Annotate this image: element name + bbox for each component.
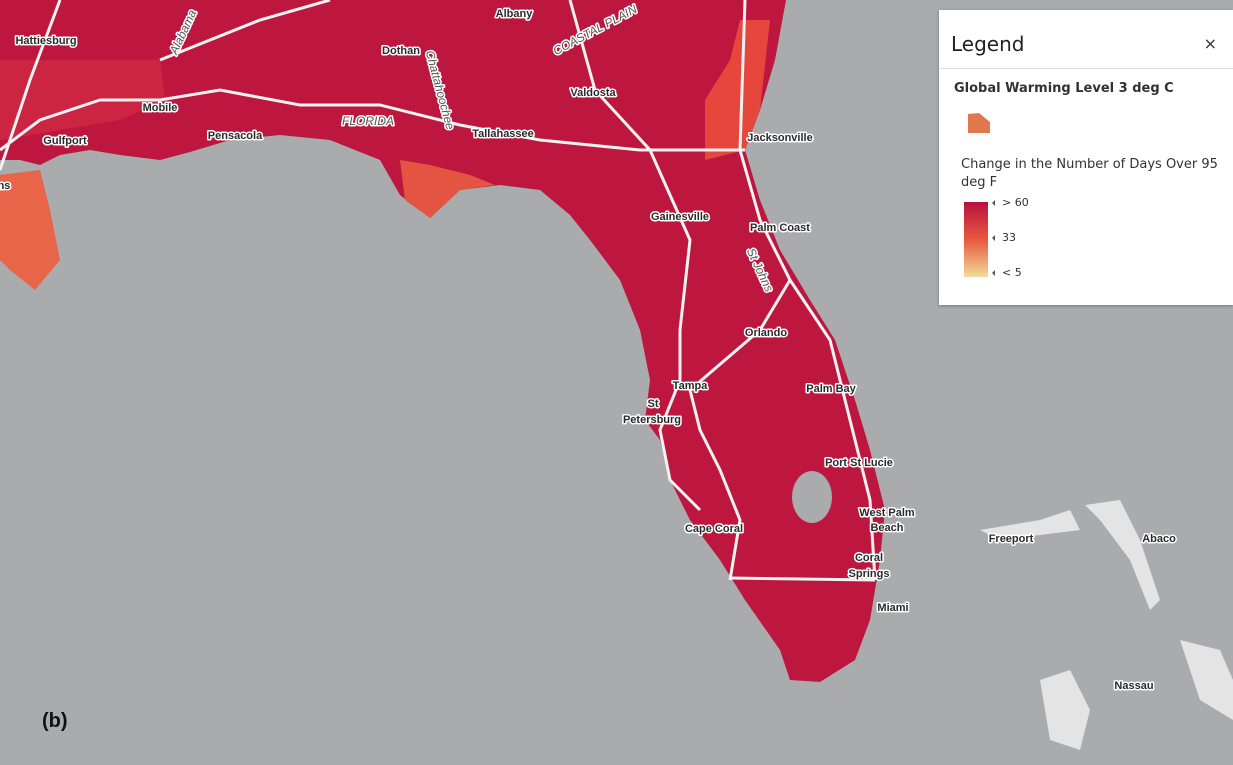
region-orange	[400, 160, 495, 218]
place-label: Dothan	[382, 45, 420, 57]
place-label: Orlando	[745, 327, 787, 339]
place-label: FLORIDA	[342, 114, 394, 128]
field-name: Change in the Number of Days Over 95 deg…	[961, 157, 1218, 190]
place-label: Cape Coral	[685, 523, 743, 535]
legend-title: Legend	[951, 32, 1025, 56]
close-button[interactable]: ×	[1203, 34, 1217, 53]
place-label: Tampa	[673, 380, 709, 392]
place-label: Palm Bay	[806, 383, 856, 395]
place-label: Petersburg	[623, 414, 681, 426]
layer-swatch	[968, 113, 990, 133]
place-label: Jacksonville	[747, 132, 812, 144]
place-label: Abaco	[1142, 533, 1176, 545]
place-label: Albany	[496, 8, 534, 20]
place-label: Mobile	[143, 102, 178, 114]
place-label: Gulfport	[43, 135, 87, 147]
place-label: Beach	[870, 522, 903, 534]
layer-name: Global Warming Level 3 deg C	[954, 81, 1174, 96]
place-label: Freeport	[989, 533, 1034, 545]
place-label: St	[648, 398, 659, 410]
place-label: Springs	[849, 568, 890, 580]
ramp-label: < 5	[992, 266, 1022, 279]
place-label: West Palm	[859, 507, 915, 519]
place-label: Nassau	[1114, 680, 1153, 692]
place-label: Coral	[855, 552, 883, 564]
legend-header: Legend ×	[939, 10, 1233, 69]
place-label: Pensacola	[208, 130, 263, 142]
place-label: Gainesville	[651, 211, 709, 223]
place-label: Miami	[877, 602, 908, 614]
region-orange	[705, 20, 770, 160]
place-label: Hattiesburg	[15, 35, 76, 47]
ramp-label: 33	[992, 231, 1016, 244]
place-label: ns	[0, 180, 10, 192]
place-label: Valdosta	[570, 87, 616, 99]
land	[0, 0, 885, 682]
place-label: Tallahassee	[472, 128, 534, 140]
place-label: Port St Lucie	[825, 457, 893, 469]
region-orange	[0, 170, 60, 290]
islands	[980, 500, 1233, 750]
legend-panel: Legend × Global Warming Level 3 deg C Ch…	[939, 10, 1233, 305]
ramp-label: > 60	[992, 196, 1029, 209]
lake	[792, 471, 832, 523]
place-label: Palm Coast	[750, 222, 810, 234]
panel-label: (b)	[42, 710, 68, 732]
roads	[0, 0, 877, 582]
color-ramp	[964, 202, 988, 277]
